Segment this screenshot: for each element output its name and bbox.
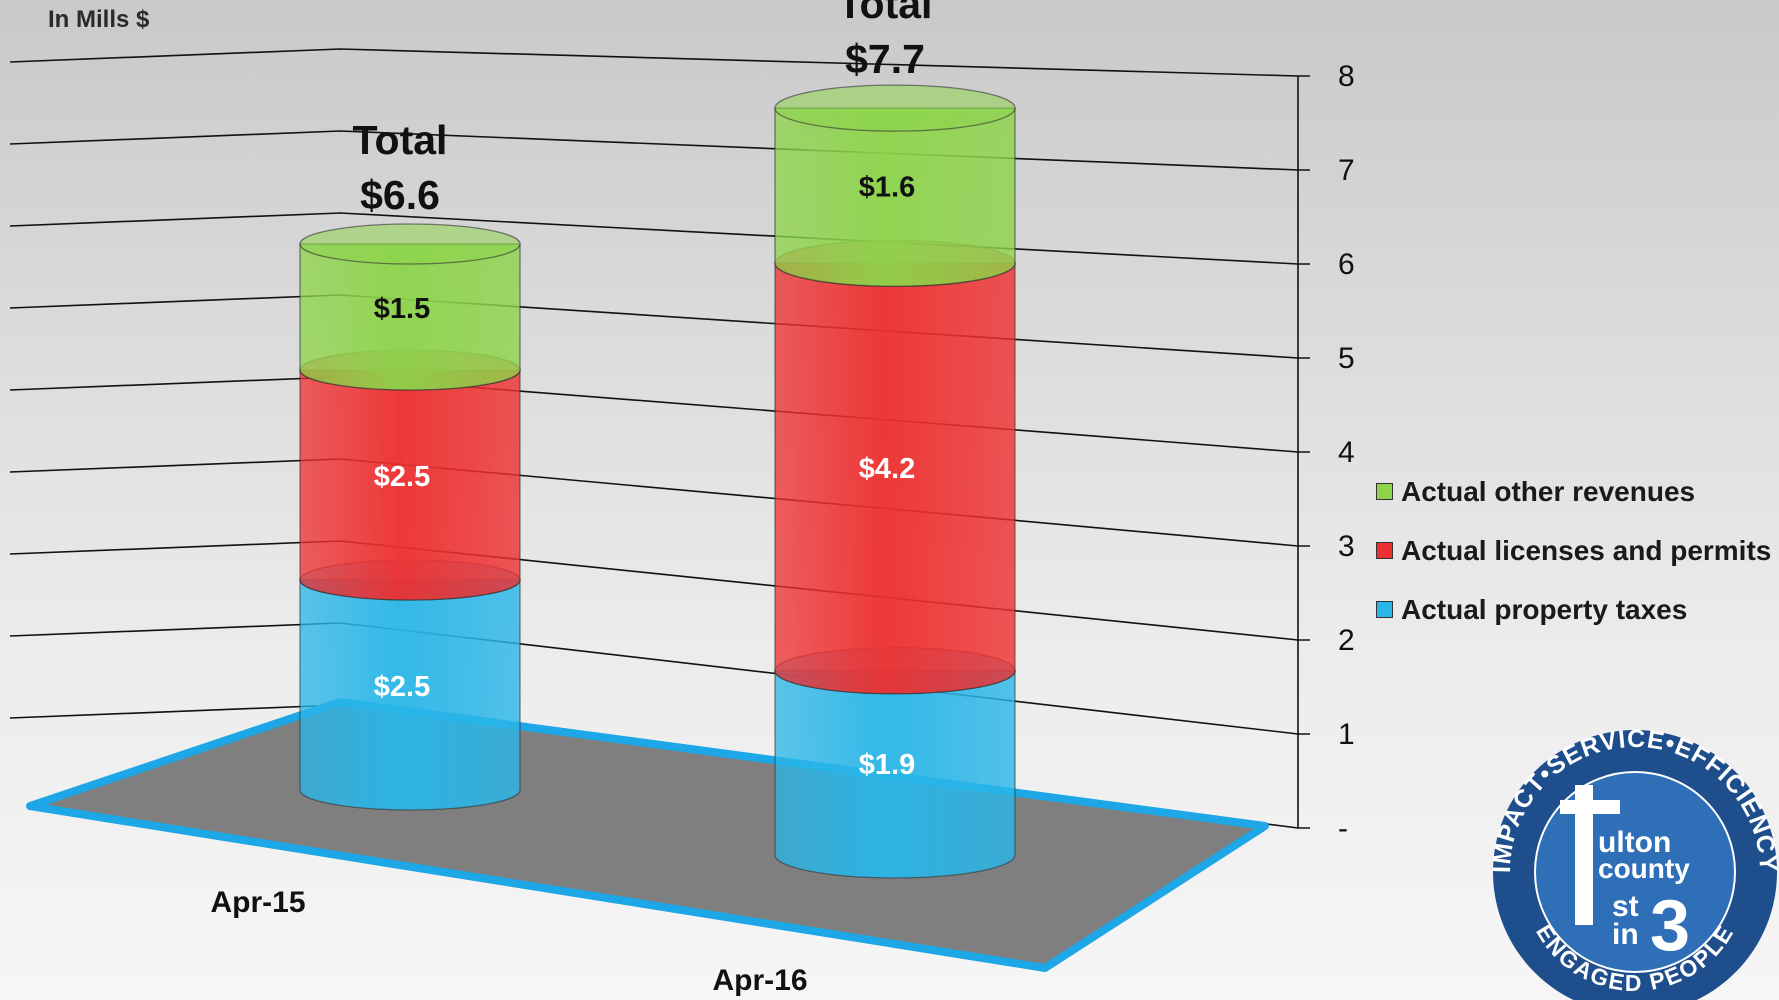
legend-swatch-property-taxes	[1376, 601, 1393, 618]
bar-segment	[774, 670, 1016, 879]
chart-legend: Actual other revenues Actual licenses an…	[1376, 462, 1771, 639]
bar-segment	[299, 579, 521, 811]
legend-label-property-taxes: Actual property taxes	[1401, 593, 1688, 625]
legend-item-licenses-permits: Actual licenses and permits	[1376, 521, 1771, 580]
y-tick-label: 8	[1338, 60, 1355, 93]
data-label: $1.9	[859, 749, 915, 781]
y-tick-label: 3	[1338, 530, 1355, 563]
legend-swatch-licenses-permits	[1376, 542, 1393, 559]
legend-label-licenses-permits: Actual licenses and permits	[1401, 534, 1772, 566]
total-value: $7.7	[845, 36, 925, 82]
data-label: $4.2	[859, 453, 915, 485]
legend-item-property-taxes: Actual property taxes	[1376, 580, 1771, 639]
y-tick-label: -	[1338, 812, 1348, 845]
legend-label-other-revenues: Actual other revenues	[1401, 475, 1696, 507]
chart-floor	[26, 698, 1269, 972]
bar-segment	[299, 243, 521, 391]
bar-segment	[774, 262, 1016, 695]
total-heading: Total	[838, 0, 933, 27]
data-label: $2.5	[374, 671, 430, 703]
y-tick-label: 2	[1338, 624, 1355, 657]
legend-swatch-other-revenues	[1376, 483, 1393, 500]
grid-line	[9, 540, 1299, 641]
x-tick-label: Apr-16	[712, 964, 807, 997]
logo-f-stem	[1575, 785, 1593, 925]
y-tick-label: 7	[1338, 154, 1355, 187]
y-tick-label: 1	[1338, 718, 1355, 751]
logo-f-bar	[1560, 800, 1620, 814]
logo-text-st: st	[1612, 890, 1639, 923]
data-label: $2.5	[374, 461, 430, 493]
y-tick-label: 6	[1338, 248, 1355, 281]
unit-label: In Mills $	[48, 6, 150, 33]
grid-line	[9, 212, 1299, 265]
fulton-county-logo: IMPACT•SERVICE•EFFICIENCYENGAGED PEOPLEu…	[1488, 725, 1779, 1000]
grid-line	[9, 48, 1299, 77]
total-heading: Total	[353, 117, 448, 163]
legend-item-other-revenues: Actual other revenues	[1376, 462, 1771, 521]
bar-stack-Apr-15: $2.5 $2.5 $1.5 Total $6.6	[299, 117, 521, 811]
grid-line	[9, 458, 1299, 547]
logo-text-3: 3	[1650, 886, 1690, 966]
grid-line	[9, 376, 1299, 453]
x-tick-label: Apr-15	[210, 886, 305, 919]
logo-text-ulton: ulton	[1598, 826, 1671, 859]
bar-segment-top	[299, 223, 521, 265]
bar-segment-top	[774, 84, 1016, 132]
bar-stack-Apr-16: $1.9 $4.2 $1.6 Total $7.7	[774, 0, 1016, 879]
bar-segment	[774, 107, 1016, 287]
total-value: $6.6	[360, 172, 440, 218]
logo-text-in: in	[1612, 918, 1639, 951]
bar-segment	[299, 369, 521, 601]
grid-line	[9, 130, 1299, 171]
y-tick-label: 4	[1338, 436, 1355, 469]
data-label: $1.5	[374, 293, 430, 325]
y-tick-label: 5	[1338, 342, 1355, 375]
grid-line	[9, 294, 1299, 359]
logo-text-county: county	[1598, 853, 1690, 884]
grid-line	[9, 622, 1299, 735]
data-label: $1.6	[859, 172, 915, 204]
